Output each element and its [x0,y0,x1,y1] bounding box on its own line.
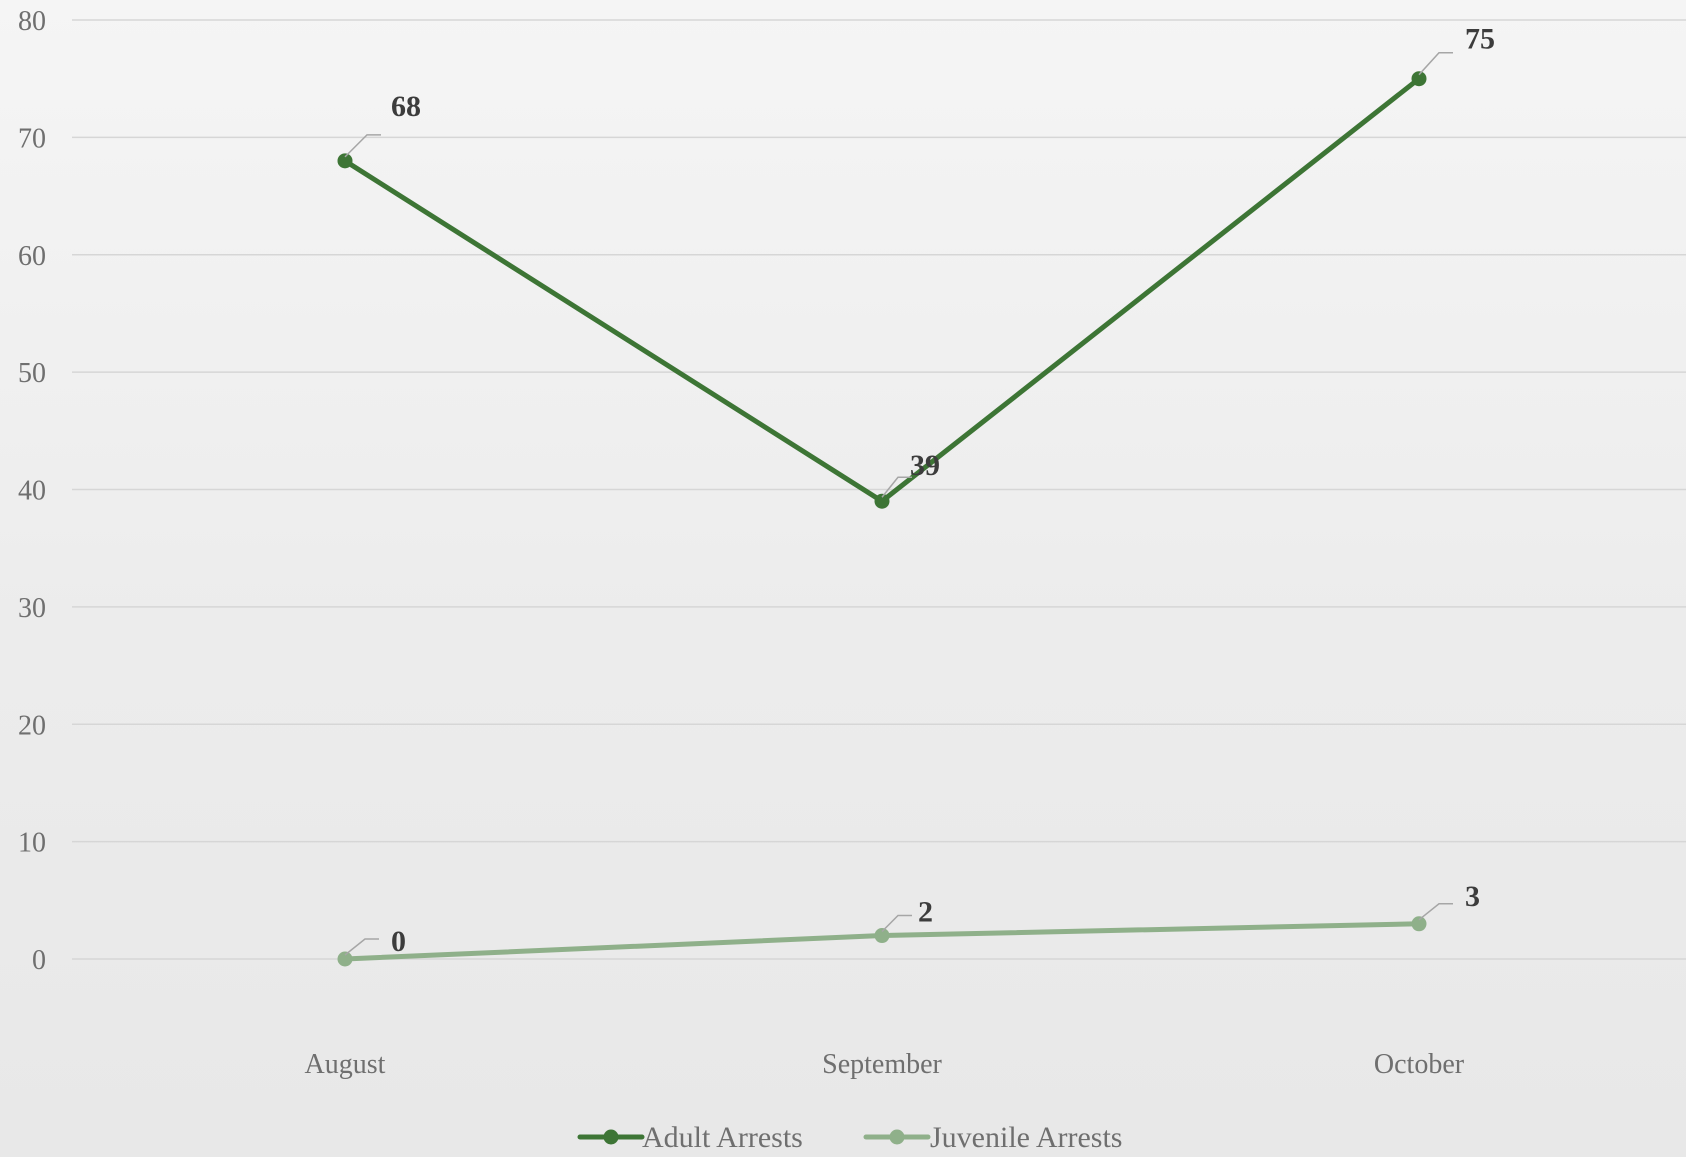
x-tick-label-october: October [1374,1049,1465,1080]
data-label-juvenile-arrests-august: 0 [391,925,406,958]
legend-marker-juvenile-arrests [889,1129,905,1145]
data-label-adult-arrests-september: 39 [910,449,940,482]
y-axis-ticks: 0 10 20 30 40 50 60 70 80 [18,6,46,976]
y-tick-label: 60 [18,241,46,272]
legend-label-adult-arrests: Adult Arrests [642,1121,803,1154]
x-axis-ticks: August September October [305,1049,1465,1080]
leader-line [881,476,912,498]
data-point-adult-arrests-august [337,153,353,169]
data-point-adult-arrests-september [874,493,890,509]
y-tick-label: 80 [18,6,46,37]
y-tick-label: 20 [18,710,46,741]
legend: Adult Arrests Juvenile Arrests [577,1121,1122,1154]
legend-marker-adult-arrests [603,1129,619,1145]
gridlines [72,19,1686,960]
leader-line [881,914,912,933]
data-point-juvenile-arrests-august [337,951,353,967]
leader-line [1418,903,1453,921]
data-point-juvenile-arrests-october [1411,916,1427,932]
data-point-juvenile-arrests-september [874,928,890,944]
y-tick-label: 10 [18,828,46,859]
data-label-juvenile-arrests-september: 2 [918,896,933,929]
series-lines [337,71,1427,967]
series-line-adult-arrests [342,76,1422,504]
leader-line [344,134,381,158]
x-tick-label-august: August [305,1049,386,1080]
data-label-adult-arrests-august: 68 [391,90,421,123]
y-tick-label: 40 [18,476,46,507]
y-tick-label: 70 [18,123,46,154]
y-tick-label: 30 [18,593,46,624]
y-tick-label: 50 [18,358,46,389]
leader-line [344,938,379,956]
legend-item-juvenile-arrests: Juvenile Arrests [863,1121,1122,1154]
data-point-adult-arrests-october [1411,71,1427,87]
legend-label-juvenile-arrests: Juvenile Arrests [930,1121,1122,1154]
y-tick-label: 0 [32,945,46,976]
leader-line [1418,51,1453,76]
data-label-juvenile-arrests-october: 3 [1465,880,1480,913]
data-labels: 68 39 75 0 2 3 [344,23,1495,958]
x-tick-label-september: September [822,1049,942,1080]
data-label-adult-arrests-october: 75 [1465,23,1495,56]
legend-item-adult-arrests: Adult Arrests [577,1121,803,1154]
